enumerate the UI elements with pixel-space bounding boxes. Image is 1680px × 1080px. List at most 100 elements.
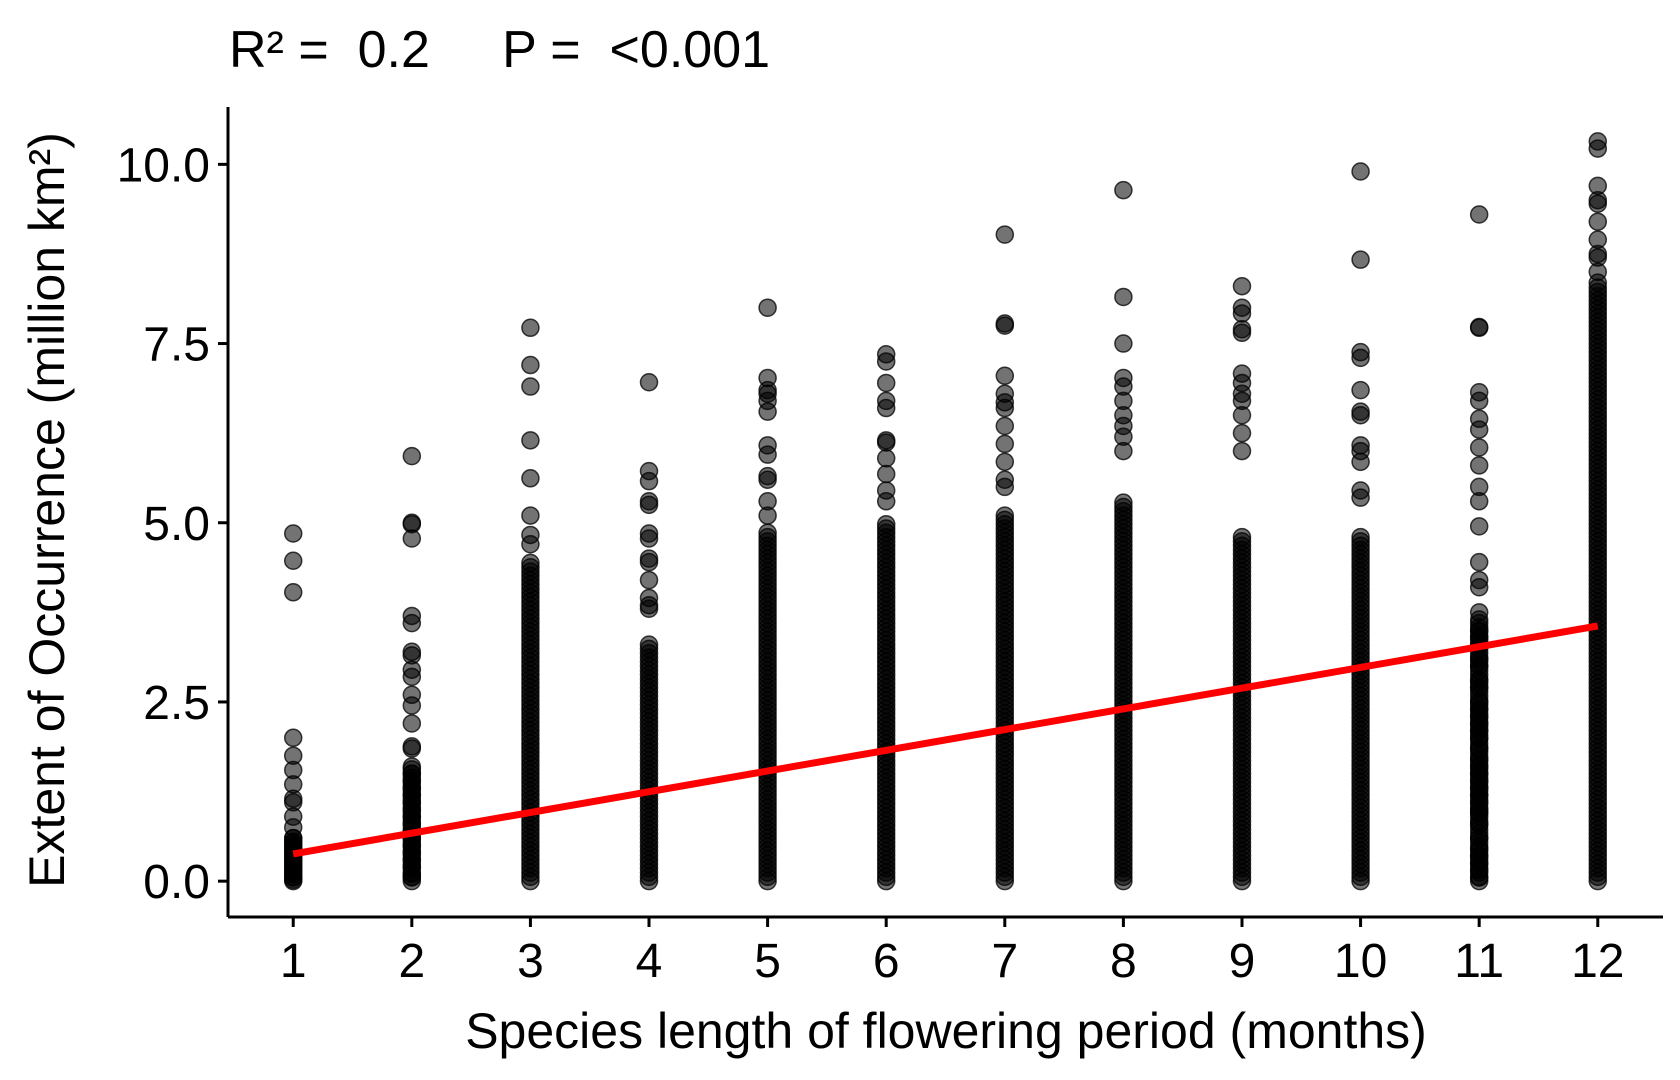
data-point xyxy=(402,529,422,548)
data-point xyxy=(995,416,1015,436)
data-point xyxy=(1469,318,1489,338)
x-tick-label: 12 xyxy=(1571,935,1624,988)
data-point xyxy=(876,448,896,468)
data-point xyxy=(283,524,303,543)
data-point xyxy=(876,373,896,393)
data-point xyxy=(1351,488,1370,507)
data-point xyxy=(402,714,422,733)
data-point xyxy=(1469,492,1489,511)
data-point xyxy=(521,535,540,554)
x-tick-label: 2 xyxy=(398,935,425,988)
data-point xyxy=(402,613,422,633)
data-point xyxy=(1232,323,1252,343)
data-point xyxy=(521,469,540,488)
x-tick-label: 6 xyxy=(873,935,900,988)
data-point xyxy=(1232,405,1252,425)
data-point xyxy=(402,868,422,887)
data-point xyxy=(1114,493,1133,512)
data-point xyxy=(995,225,1015,244)
data-point xyxy=(995,398,1015,418)
data-point xyxy=(1232,423,1252,443)
data-point xyxy=(1469,517,1489,536)
y-tick-label: 5.0 xyxy=(143,498,210,551)
data-point xyxy=(758,523,777,543)
data-point xyxy=(639,495,659,515)
y-tick-label: 7.5 xyxy=(143,319,210,372)
trend-line xyxy=(292,622,1599,858)
data-point xyxy=(521,431,540,450)
data-point xyxy=(1351,250,1370,269)
data-point xyxy=(283,870,303,889)
data-point xyxy=(1114,441,1133,461)
x-tick-label: 9 xyxy=(1229,935,1256,988)
data-point xyxy=(1351,348,1370,368)
data-point xyxy=(402,667,422,687)
data-point xyxy=(876,398,896,418)
data-point xyxy=(995,452,1015,472)
data-point xyxy=(1469,205,1489,224)
y-axis-title: Extent of Occurrence (million km²) xyxy=(19,132,75,888)
x-tick-label: 4 xyxy=(636,935,663,988)
y-tick-label: 2.5 xyxy=(143,677,210,730)
data-point xyxy=(876,492,896,511)
data-point xyxy=(639,635,659,654)
data-point xyxy=(1232,276,1252,296)
data-point xyxy=(1114,334,1133,353)
trend-layer xyxy=(292,622,1599,858)
data-point xyxy=(283,551,303,570)
data-point xyxy=(1469,552,1489,572)
data-point xyxy=(1588,273,1608,292)
data-point xyxy=(639,529,659,548)
data-point xyxy=(1351,452,1370,472)
data-point xyxy=(402,739,422,758)
data-point xyxy=(283,728,303,748)
data-point xyxy=(1588,194,1608,214)
x-tick-label: 7 xyxy=(991,935,1018,988)
data-point xyxy=(995,366,1015,386)
x-ticks: 1 2 3 4 5 6 7 8 9 10 11 12 xyxy=(280,917,1624,988)
data-point xyxy=(1469,391,1489,411)
data-point xyxy=(639,599,659,619)
data-point xyxy=(995,506,1015,525)
data-point xyxy=(1469,868,1489,887)
x-tick-label: 10 xyxy=(1334,935,1387,988)
data-point xyxy=(521,355,540,375)
data-point xyxy=(1351,380,1370,400)
data-point xyxy=(402,696,422,715)
x-tick-label: 3 xyxy=(517,935,544,988)
data-point xyxy=(639,552,659,572)
data-point xyxy=(402,446,422,466)
data-point xyxy=(1469,456,1489,475)
data-point xyxy=(639,471,659,491)
y-ticks: 0.0 2.5 5.0 7.5 10.0 xyxy=(117,139,228,909)
data-point xyxy=(1232,441,1252,461)
x-tick-label: 1 xyxy=(280,935,307,988)
data-point xyxy=(639,373,659,392)
data-point xyxy=(995,434,1015,454)
data-point xyxy=(1351,405,1370,425)
x-tick-label: 11 xyxy=(1454,935,1504,988)
data-point xyxy=(876,464,896,484)
data-point xyxy=(1469,578,1489,597)
y-tick-label: 0.0 xyxy=(143,856,210,909)
data-point xyxy=(758,470,777,489)
data-point xyxy=(283,583,303,602)
data-point xyxy=(876,433,896,452)
data-point xyxy=(521,318,540,338)
data-point xyxy=(758,445,777,464)
data-point xyxy=(1469,438,1489,457)
data-point xyxy=(1351,527,1370,547)
x-tick-label: 5 xyxy=(754,935,781,988)
x-tick-label: 8 xyxy=(1110,935,1137,988)
data-point xyxy=(995,477,1015,497)
data-point xyxy=(995,316,1015,335)
data-point xyxy=(758,402,777,421)
data-point xyxy=(758,298,777,317)
chart-subtitle: R² = 0.2 P = <0.001 xyxy=(229,21,770,79)
data-point xyxy=(521,506,540,525)
x-axis-title: Species length of flowering period (mont… xyxy=(465,1003,1427,1059)
y-tick-label: 10.0 xyxy=(117,139,210,192)
data-point xyxy=(758,506,777,525)
data-point xyxy=(1114,287,1133,307)
data-point xyxy=(1469,420,1489,439)
